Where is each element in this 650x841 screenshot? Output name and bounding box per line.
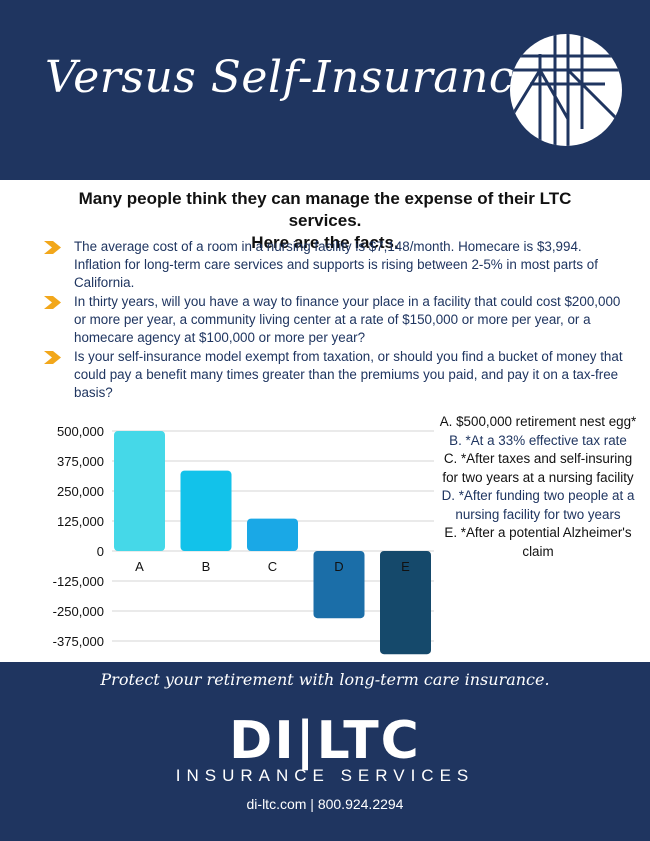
fact-list: The average cost of a room in a nursing … — [44, 238, 629, 403]
legend-item-d: D. *After funding two people at a nursin… — [441, 488, 635, 522]
legend-item-e: E. *After a potential Alzheimer's claim — [444, 525, 632, 559]
y-tick-label: 125,000 — [57, 514, 104, 529]
y-tick-label: -125,000 — [53, 574, 104, 589]
legend-item-c: C. *After taxes and self-insuring for tw… — [442, 451, 634, 485]
bridge-logo-icon — [510, 34, 622, 146]
chevron-right-icon — [44, 241, 61, 254]
fact-item: Is your self-insurance model exempt from… — [44, 348, 629, 402]
y-tick-label: 375,000 — [57, 454, 104, 469]
chart-legend: A. $500,000 retirement nest egg* B. *At … — [438, 413, 638, 561]
x-tick-label: B — [202, 559, 211, 574]
intro-line-2: Here are the facts. — [251, 233, 399, 252]
fact-text: Is your self-insurance model exempt from… — [74, 349, 623, 400]
footer-tagline: Protect your retirement with long-term c… — [100, 670, 550, 689]
y-tick-label: 500,000 — [57, 424, 104, 439]
x-tick-label: A — [135, 559, 144, 574]
intro-line-1: Many people think they can manage the ex… — [78, 189, 572, 230]
bar-b — [180, 470, 232, 551]
bar-c — [247, 518, 298, 551]
page-title: Versus Self-Insurance — [45, 52, 541, 103]
fact-text: The average cost of a room in a nursing … — [74, 239, 598, 290]
chevron-right-icon — [44, 351, 61, 364]
y-tick-label: -375,000 — [53, 634, 104, 649]
bar-e — [380, 551, 431, 655]
fact-item: In thirty years, will you have a way to … — [44, 293, 629, 347]
bar-chart: 500,000 375,000 250,000 125,000 0 -125,000 -25… — [53, 424, 434, 655]
legend-item-b: B. *At a 33% effective tax rate — [449, 432, 627, 448]
chevron-right-icon — [44, 296, 61, 309]
fact-item: The average cost of a room in a nursing … — [44, 238, 629, 292]
y-tick-label: -250,000 — [53, 604, 104, 619]
x-tick-label: E — [401, 559, 410, 574]
y-tick-label: 250,000 — [57, 484, 104, 499]
intro-text: Many people think they can manage the ex… — [40, 188, 610, 254]
brand-subtitle: INSURANCE SERVICES — [175, 766, 475, 785]
contact-info: di-ltc.com | 800.924.2294 — [246, 796, 404, 812]
bar-a — [114, 431, 165, 551]
brand-logo: DI|LTC — [229, 711, 421, 771]
legend-item-a: A. $500,000 retirement nest egg* — [439, 414, 637, 429]
fact-text: In thirty years, will you have a way to … — [74, 294, 621, 345]
bar-d — [313, 551, 365, 619]
x-tick-label: C — [268, 559, 277, 574]
x-tick-label: D — [334, 559, 343, 574]
y-tick-label: 0 — [97, 544, 104, 559]
footer-banner — [0, 662, 650, 841]
